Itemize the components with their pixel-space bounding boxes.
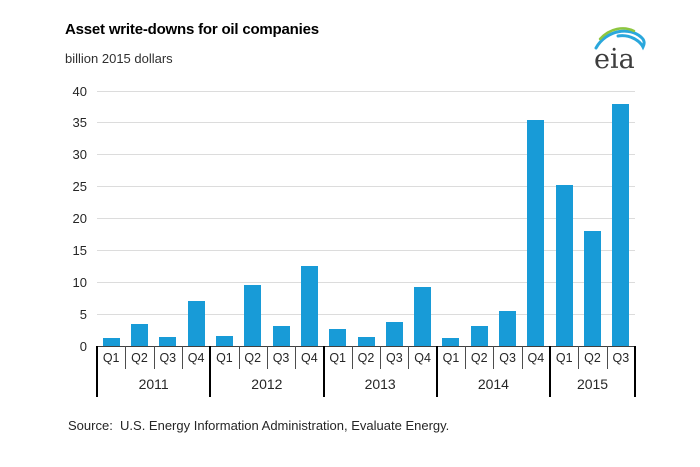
gridline [97, 90, 635, 92]
bar-q2-value-3.1 [470, 326, 488, 346]
quarter-label: Q2 [131, 351, 148, 365]
quarter-label: Q2 [244, 351, 262, 365]
y-axis-tick-label: 5 [79, 306, 87, 322]
bar-q1-value-1.2 [102, 338, 120, 346]
bar-q4-value-7 [187, 301, 205, 346]
quarter-label: Q1 [442, 351, 460, 365]
y-axis-tick-label: 20 [72, 211, 87, 226]
quarter-separator-line [408, 346, 410, 369]
bar-q2-value-9.6 [244, 284, 262, 346]
bar-q4-value-12.5 [300, 266, 318, 346]
year-label: 2013 [364, 376, 396, 392]
gridline [97, 154, 635, 156]
gridline [97, 218, 635, 219]
year-separator-line [435, 346, 438, 397]
year-separator-line [209, 346, 212, 397]
year-separator-line [634, 346, 636, 397]
quarter-separator-line [493, 346, 495, 369]
y-axis-tick-label: 35 [72, 115, 87, 131]
quarter-separator-line [181, 346, 183, 369]
quarter-label: Q2 [357, 351, 375, 365]
quarter-label: Q4 [187, 351, 205, 365]
quarter-label: Q4 [414, 351, 431, 365]
bar-q2-value-3.4 [130, 324, 148, 346]
y-axis-tick-label: 30 [72, 147, 87, 163]
quarter-separator-line [465, 346, 467, 369]
source-note: Source: U.S. Energy Information Administ… [68, 418, 450, 433]
bar-q1-value-2.7 [329, 328, 347, 346]
y-axis-tick-label: 15 [72, 242, 87, 258]
bar-q4-value-9.2 [414, 287, 432, 346]
gridline [97, 186, 635, 188]
bar-q3-value-3.7 [385, 322, 403, 346]
year-separator-line [96, 346, 98, 397]
eia-logo-icon: eia [594, 27, 646, 74]
chart-title: Asset write-downs for oil companies [65, 21, 319, 38]
bar-q3-value-1.4 [159, 337, 177, 346]
year-label: 2014 [477, 376, 509, 392]
chart-subtitle: billion 2015 dollars [65, 51, 173, 66]
quarter-separator-line [578, 346, 580, 369]
year-label: 2015 [576, 376, 609, 392]
quarter-separator-line [606, 346, 608, 369]
quarter-separator-line [153, 346, 155, 369]
year-separator-line [549, 346, 552, 397]
year-separator-line [322, 346, 325, 397]
quarter-separator-line [266, 346, 268, 369]
quarter-label: Q3 [612, 351, 630, 365]
year-label: 2012 [251, 376, 283, 392]
quarter-label: Q3 [272, 351, 290, 365]
quarter-label: Q2 [584, 351, 601, 365]
gridline [97, 281, 635, 283]
quarter-label: Q3 [499, 351, 516, 365]
bar-q4-value-35.5 [527, 119, 545, 346]
y-axis-tick-label: 25 [72, 179, 87, 195]
quarter-label: Q1 [102, 351, 120, 365]
x-axis-line [97, 346, 635, 347]
bar-q1-value-1.5 [215, 336, 233, 346]
y-axis-tick-label: 40 [72, 83, 87, 99]
quarter-separator-line [521, 346, 523, 369]
quarter-label: Q3 [385, 351, 403, 365]
y-axis-tick-label: 10 [72, 274, 87, 290]
quarter-separator-line [125, 346, 127, 369]
bar-q1-value-25.3 [555, 184, 573, 346]
quarter-label: Q3 [159, 351, 177, 365]
quarter-separator-line [295, 346, 297, 369]
quarter-label: Q1 [555, 351, 573, 365]
bar-q3-value-3.1 [272, 326, 290, 346]
gridline [97, 249, 635, 251]
bar-q1-value-1.3 [442, 337, 460, 346]
y-axis-tick-label: 0 [79, 338, 87, 354]
logo-blue-swoosh [594, 29, 646, 51]
logo-green-swoosh [598, 27, 636, 41]
gridline [97, 122, 635, 124]
quarter-separator-line [238, 346, 240, 369]
year-label: 2011 [138, 376, 169, 392]
quarter-label: Q1 [329, 351, 347, 365]
bar-q3-value-5.5 [499, 310, 517, 346]
bar-q3-value-38 [612, 103, 630, 346]
gridline [97, 313, 635, 315]
bar-q2-value-1.4 [357, 337, 375, 346]
logo-text: eia [594, 44, 635, 74]
bar-q2-value-18 [584, 231, 602, 346]
quarter-label: Q4 [527, 351, 545, 365]
quarter-label: Q1 [216, 351, 233, 365]
quarter-label: Q4 [301, 351, 318, 365]
quarter-separator-line [351, 346, 353, 369]
quarter-separator-line [380, 346, 382, 369]
quarter-label: Q2 [470, 351, 488, 365]
